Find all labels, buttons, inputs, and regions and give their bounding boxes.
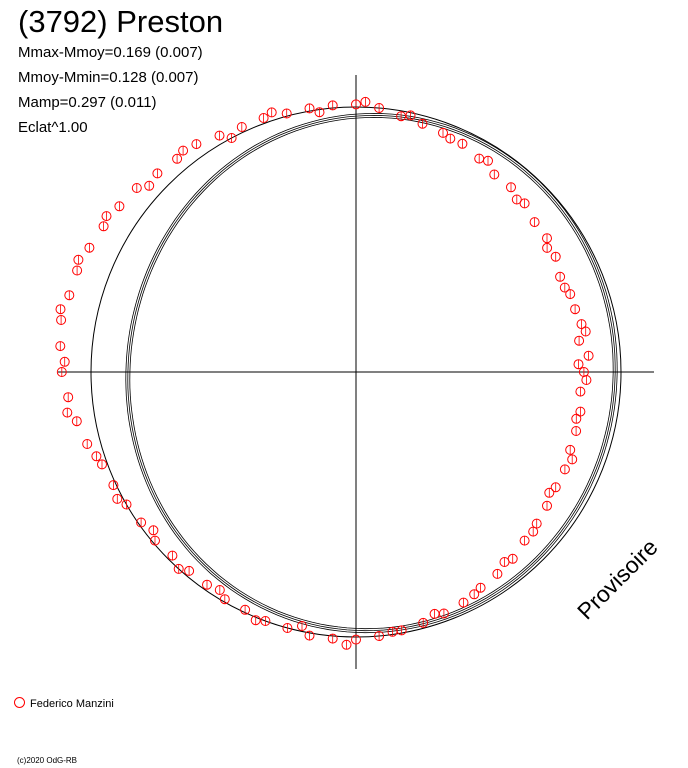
stat-mmax-mmoy: Mmax-Mmoy=0.169 (0.007) [18, 44, 203, 61]
legend: Federico Manzini [14, 697, 114, 711]
fit-curve-0-1 [127, 114, 616, 632]
legend-label: Federico Manzini [30, 698, 114, 710]
data-points [55, 96, 594, 650]
stat-mmoy-mmin: Mmoy-Mmin=0.128 (0.007) [18, 69, 199, 86]
fit-curves [125, 112, 618, 634]
copyright-label: (c)2020 OdG-RB [17, 756, 78, 765]
stat-eclat: Eclat^1.00 [18, 119, 88, 136]
fit-curve-0-0 [129, 116, 614, 630]
legend-marker-icon [14, 697, 25, 708]
fit-curve-0-2 [125, 112, 618, 634]
stat-mamp: Mamp=0.297 (0.011) [18, 94, 157, 111]
chart-title: (3792) Preston [18, 4, 224, 39]
